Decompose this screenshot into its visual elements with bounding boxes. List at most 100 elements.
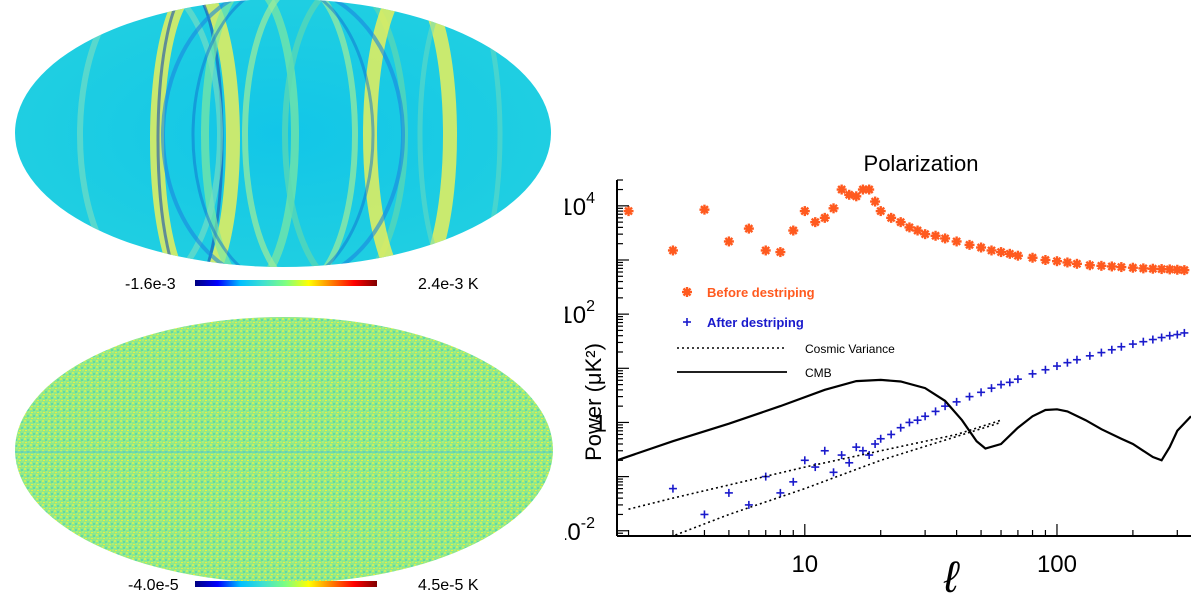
- before-point: [1164, 264, 1175, 275]
- after-point: [744, 500, 753, 509]
- before-point: [775, 247, 786, 258]
- after-point: [724, 488, 733, 497]
- before-point: [1127, 262, 1138, 273]
- legend-item-cmb: CMB: [677, 366, 832, 380]
- after-point: [837, 451, 846, 460]
- series-cmb: [617, 378, 1191, 462]
- before-point: [875, 206, 886, 217]
- before-point: [886, 212, 897, 223]
- before-point: [951, 236, 962, 247]
- x-tick-label: 100: [1037, 551, 1077, 578]
- before-point: [996, 247, 1007, 258]
- after-point: [700, 510, 709, 519]
- polarization-chart: Polarization Power (μK²) ℓ 10 100 10-2 1 102…: [565, 151, 1191, 602]
- after-point: [977, 388, 986, 397]
- axes: 10 100 10-2 1 102 104: [565, 179, 1191, 578]
- y-axis-label-text: Power (μK²): [581, 343, 606, 461]
- after-point: [941, 402, 950, 411]
- after-point: [625, 539, 633, 547]
- after-point: [913, 416, 922, 425]
- legend: Before destriping After destripingCosmic …: [677, 285, 895, 380]
- after-point: [1107, 345, 1116, 354]
- after-point: [1117, 342, 1126, 351]
- y-axis-label: Power (μK²): [581, 343, 606, 461]
- after-point: [871, 439, 880, 448]
- after-point: [1085, 351, 1094, 360]
- after-point: [931, 407, 940, 416]
- legend-label: Cosmic Variance: [805, 342, 895, 356]
- before-point: [1004, 248, 1015, 259]
- after-point: [905, 418, 914, 427]
- before-point: [976, 242, 987, 253]
- after-point: [1005, 378, 1014, 387]
- after-point: [776, 488, 785, 497]
- after-point: [865, 451, 874, 460]
- after-point: [896, 423, 905, 432]
- after-point: [921, 412, 930, 421]
- after-point: [845, 458, 854, 467]
- before-point: [870, 196, 881, 207]
- before-point: [1051, 256, 1062, 267]
- after-point: [987, 384, 996, 393]
- legend-label: After destriping: [707, 315, 804, 330]
- cosmic-variance-curve: [628, 419, 1002, 510]
- after-point: [1157, 333, 1166, 342]
- before-point: [851, 191, 862, 202]
- before-point: [760, 245, 771, 256]
- legend-item-after-destriping: After destriping: [683, 315, 804, 330]
- before-point: [1138, 263, 1149, 274]
- after-point: [820, 446, 829, 455]
- before-point: [940, 233, 951, 244]
- y-tick-label: 10-2: [565, 515, 595, 546]
- after-point: [1041, 365, 1050, 374]
- before-point: [895, 217, 906, 228]
- x-axis-label: ℓ: [943, 553, 960, 602]
- after-point: [858, 446, 867, 455]
- after-point: [887, 430, 896, 439]
- after-point: [668, 484, 677, 493]
- after-point: [852, 443, 861, 452]
- before-point: [904, 222, 915, 233]
- before-point: [828, 203, 839, 214]
- before-point: [1179, 265, 1190, 276]
- map1-scale-min: -1.6e-3: [125, 276, 176, 293]
- after-point: [965, 392, 974, 401]
- x-tick-label: 10: [791, 551, 818, 578]
- cmb-curve: [617, 378, 1191, 462]
- before-point: [1116, 262, 1127, 273]
- before-point: [964, 239, 975, 250]
- after-point: [1028, 369, 1037, 378]
- before-point: [986, 245, 997, 256]
- before-point: [930, 230, 941, 241]
- map2-colorbar: [195, 581, 377, 587]
- before-point: [743, 223, 754, 234]
- before-point: [810, 217, 821, 228]
- legend-item-before-destriping: Before destriping: [682, 285, 815, 300]
- after-point: [952, 397, 961, 406]
- before-point: [1062, 257, 1073, 268]
- after-point: [1128, 340, 1137, 349]
- series-cosmic-variance: [670, 421, 1002, 536]
- after-point: [811, 463, 820, 472]
- before-point: [623, 206, 634, 217]
- before-point: [1096, 260, 1107, 271]
- after-point: [1148, 335, 1157, 344]
- after-point: [800, 456, 809, 465]
- before-point: [912, 225, 923, 236]
- map1-scale-max: 2.4e-3 K: [418, 276, 479, 293]
- before-point: [723, 236, 734, 247]
- after-point: [876, 434, 885, 443]
- after-point: [1165, 331, 1174, 340]
- sky-map-before: [15, 0, 551, 267]
- before-point: [699, 204, 710, 215]
- before-point: [788, 225, 799, 236]
- after-point: [1072, 355, 1081, 364]
- before-point: [864, 184, 875, 195]
- sky-map-after: [15, 317, 553, 583]
- before-point: [667, 245, 678, 256]
- series-cosmic-variance: [628, 419, 1002, 510]
- after-point: [1063, 358, 1072, 367]
- y-tick-label: 102: [565, 298, 595, 329]
- before-point: [1106, 261, 1117, 272]
- cosmic-variance-curve: [670, 421, 1002, 536]
